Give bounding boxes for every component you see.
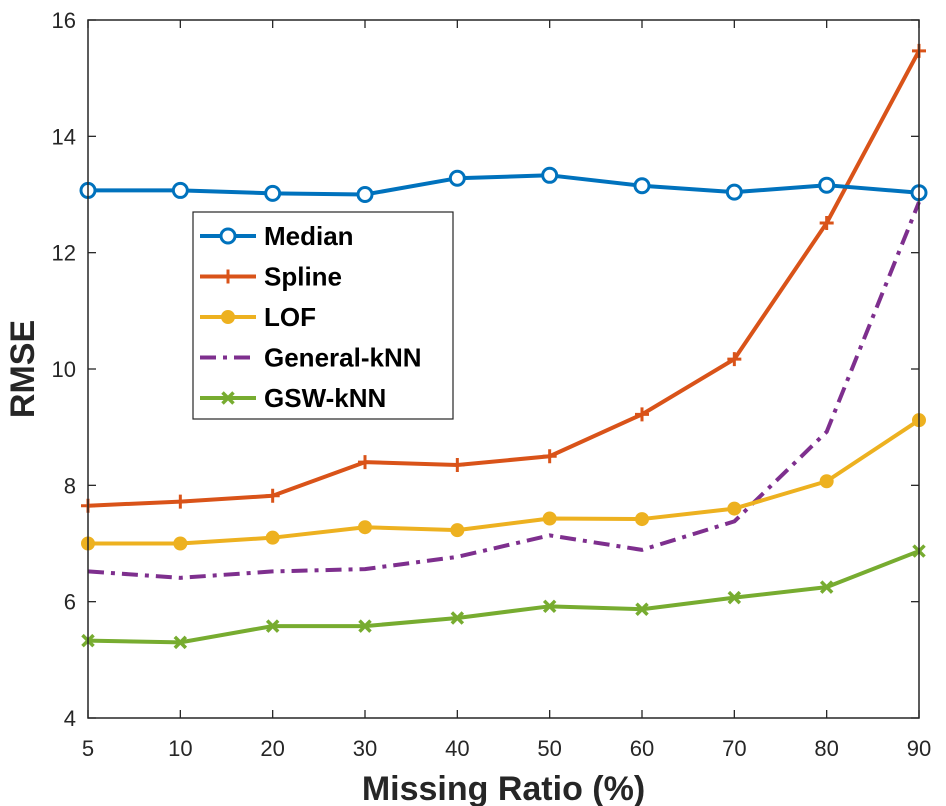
data-point-median [264,184,282,202]
legend-item-spline: Spline [200,262,342,292]
x-axis-title: Missing Ratio (%) [362,770,645,806]
legend-item-median: Median [200,221,354,251]
y-tick-label: 8 [64,473,76,498]
data-point-median [541,166,559,184]
x-tick-label: 10 [168,736,192,761]
legend-item-general-knn: General-kNN [200,343,422,373]
data-point-lof [635,512,649,527]
data-point-spline [635,407,649,422]
x-tick-label: 40 [445,736,469,761]
legend-item-gsw-knn: GSW-kNN [200,383,386,413]
y-tick-label: 6 [64,590,76,615]
data-point-spline [358,455,372,470]
y-tick-label: 4 [64,706,76,731]
y-tick-label: 12 [52,241,76,266]
legend-marker [219,227,237,245]
x-tick-label: 5 [82,736,94,761]
x-tick-label: 20 [260,736,284,761]
data-point-lof [542,511,557,526]
legend-label: LOF [264,302,316,332]
data-point-gsw-knn [727,590,742,605]
series-line-general-knn [87,201,921,580]
data-point-spline [173,494,188,509]
data-point-median [448,169,466,187]
legend-label: Median [264,221,354,251]
x-tick-label: 80 [814,736,838,761]
y-tick-label: 14 [52,124,76,149]
series-general-knn [87,201,921,580]
x-tick-label: 90 [907,736,931,761]
data-point-median [171,181,189,199]
x-tick-label: 60 [630,736,654,761]
data-point-lof [450,523,465,538]
data-point-gsw-knn [173,635,188,650]
data-point-gsw-knn [265,619,280,633]
legend-label: General-kNN [264,343,422,373]
legend-label: GSW-kNN [264,383,386,413]
data-point-median [818,176,836,194]
series-median [79,166,928,203]
x-tick-label: 30 [353,736,377,761]
data-point-spline [450,457,465,472]
data-point-gsw-knn [635,602,649,616]
data-point-median [633,177,651,195]
data-point-median [725,183,743,201]
legend: Median Spline LOF General-kNN GSW-kNN [192,211,454,420]
y-tick-label: 10 [52,357,76,382]
tick-layer: 5 10 20 30 40 50 60 70 80 90 4 6 8 10 12 14 16 [52,8,932,761]
data-point-median [356,186,374,203]
data-point-gsw-knn [358,619,372,633]
series-gsw-knn [81,544,926,650]
data-point-lof [265,530,280,545]
x-tick-label: 70 [722,736,746,761]
data-point-lof [727,501,742,516]
data-point-gsw-knn [450,611,465,625]
data-point-spline [542,449,557,464]
data-point-gsw-knn [542,599,557,614]
legend-marker [221,269,235,284]
data-point-lof [358,520,372,535]
data-point-spline [727,352,742,367]
series-layer [79,43,928,650]
series-line-gsw-knn [87,549,920,645]
legend-item-lof: LOF [200,302,316,332]
legend-marker [221,310,235,324]
data-point-spline [265,488,280,503]
series-lof [81,413,926,551]
series-line-lof [88,418,921,546]
legend-marker [221,391,235,405]
series-line-median [88,173,920,197]
y-axis-title: RMSE [4,320,42,418]
data-point-lof [819,474,834,489]
x-tick-label: 50 [537,736,561,761]
legend-label: Spline [264,262,342,292]
data-point-lof [173,536,188,551]
data-point-spline [819,216,834,231]
y-tick-label: 16 [52,8,76,33]
data-point-gsw-knn [819,580,834,594]
series-line-spline [87,49,921,508]
